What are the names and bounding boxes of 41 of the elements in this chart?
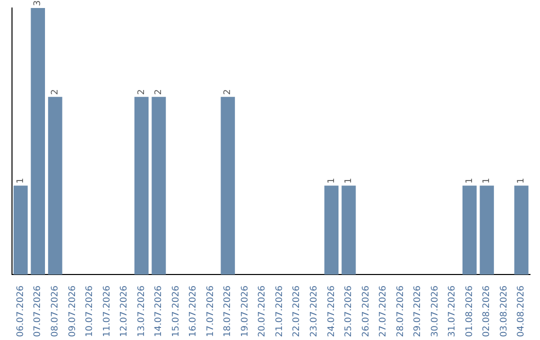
x-tick-label: 24.07.2026 <box>326 285 337 337</box>
x-tick-label: 03.08.2026 <box>499 285 510 337</box>
data-label: 1 <box>344 178 354 184</box>
data-label: 2 <box>223 89 234 95</box>
x-tick-label: 12.07.2026 <box>120 285 130 337</box>
x-tick-label: 25.07.2026 <box>344 285 354 337</box>
x-tick-label: 13.07.2026 <box>136 285 147 337</box>
data-label: 2 <box>154 89 164 95</box>
x-tick-label: 21.07.2026 <box>274 285 285 337</box>
x-tick-label: 29.07.2026 <box>413 285 424 337</box>
data-label: 2 <box>50 89 61 95</box>
data-label: 2 <box>136 89 147 95</box>
x-tick-label: 06.07.2026 <box>16 285 26 337</box>
data-label: 1 <box>516 178 527 184</box>
x-tick-label: 01.08.2026 <box>464 285 475 337</box>
data-label: 1 <box>482 178 492 184</box>
x-tick-label: 17.07.2026 <box>206 285 216 337</box>
x-tick-label: 09.07.2026 <box>68 285 78 337</box>
x-tick-label: 27.07.2026 <box>378 285 389 337</box>
x-tick-label: 23.07.2026 <box>310 285 320 337</box>
x-tick-label: 19.07.2026 <box>240 285 250 337</box>
data-label: 3 <box>33 0 44 6</box>
x-tick-label: 30.07.2026 <box>430 285 440 337</box>
x-tick-label: 04.08.2026 <box>516 285 527 337</box>
x-tick-label: 22.07.2026 <box>292 285 302 337</box>
x-tick-label: 26.07.2026 <box>361 285 372 337</box>
x-tick-label: 18.07.2026 <box>223 285 234 337</box>
x-tick-label: 31.07.2026 <box>448 285 458 337</box>
data-label: 1 <box>464 178 475 184</box>
x-tick-label: 11.07.2026 <box>102 285 112 337</box>
x-tick-label: 07.07.2026 <box>33 285 44 337</box>
data-label: 1 <box>326 178 337 184</box>
x-tick-label: 02.08.2026 <box>482 285 492 337</box>
x-tick-label: 10.07.2026 <box>85 285 96 337</box>
x-tick-label: 15.07.2026 <box>171 285 182 337</box>
x-tick-label: 14.07.2026 <box>154 285 164 337</box>
data-label: 1 <box>16 178 26 184</box>
x-tick-label: 16.07.2026 <box>188 285 199 337</box>
x-tick-label: 20.07.2026 <box>258 285 268 337</box>
x-tick-label: 08.07.2026 <box>50 285 61 337</box>
x-tick-label: 28.07.2026 <box>396 285 406 337</box>
